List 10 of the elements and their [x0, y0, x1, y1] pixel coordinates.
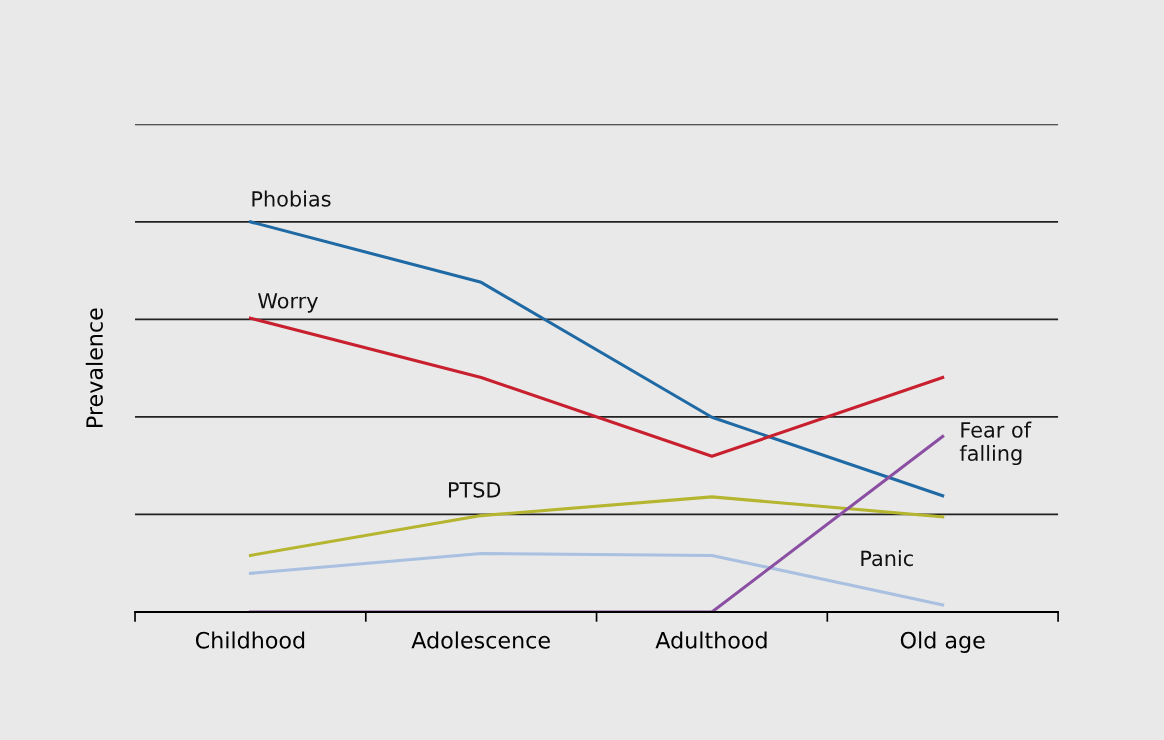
series-label: Phobias: [252, 190, 331, 207]
y-axis-title: Prevalence: [85, 308, 103, 427]
x-tick-label: Adulthood: [655, 631, 767, 649]
series-label: Fear of falling: [959, 421, 1032, 466]
series-label: PTSD: [448, 481, 501, 498]
series-label: Panic: [861, 550, 913, 567]
x-tick-label: Childhood: [195, 631, 305, 649]
series-label: Worry: [258, 293, 318, 313]
x-tick-label: Old age: [900, 631, 985, 653]
x-tick-label: Adolescence: [411, 631, 550, 649]
